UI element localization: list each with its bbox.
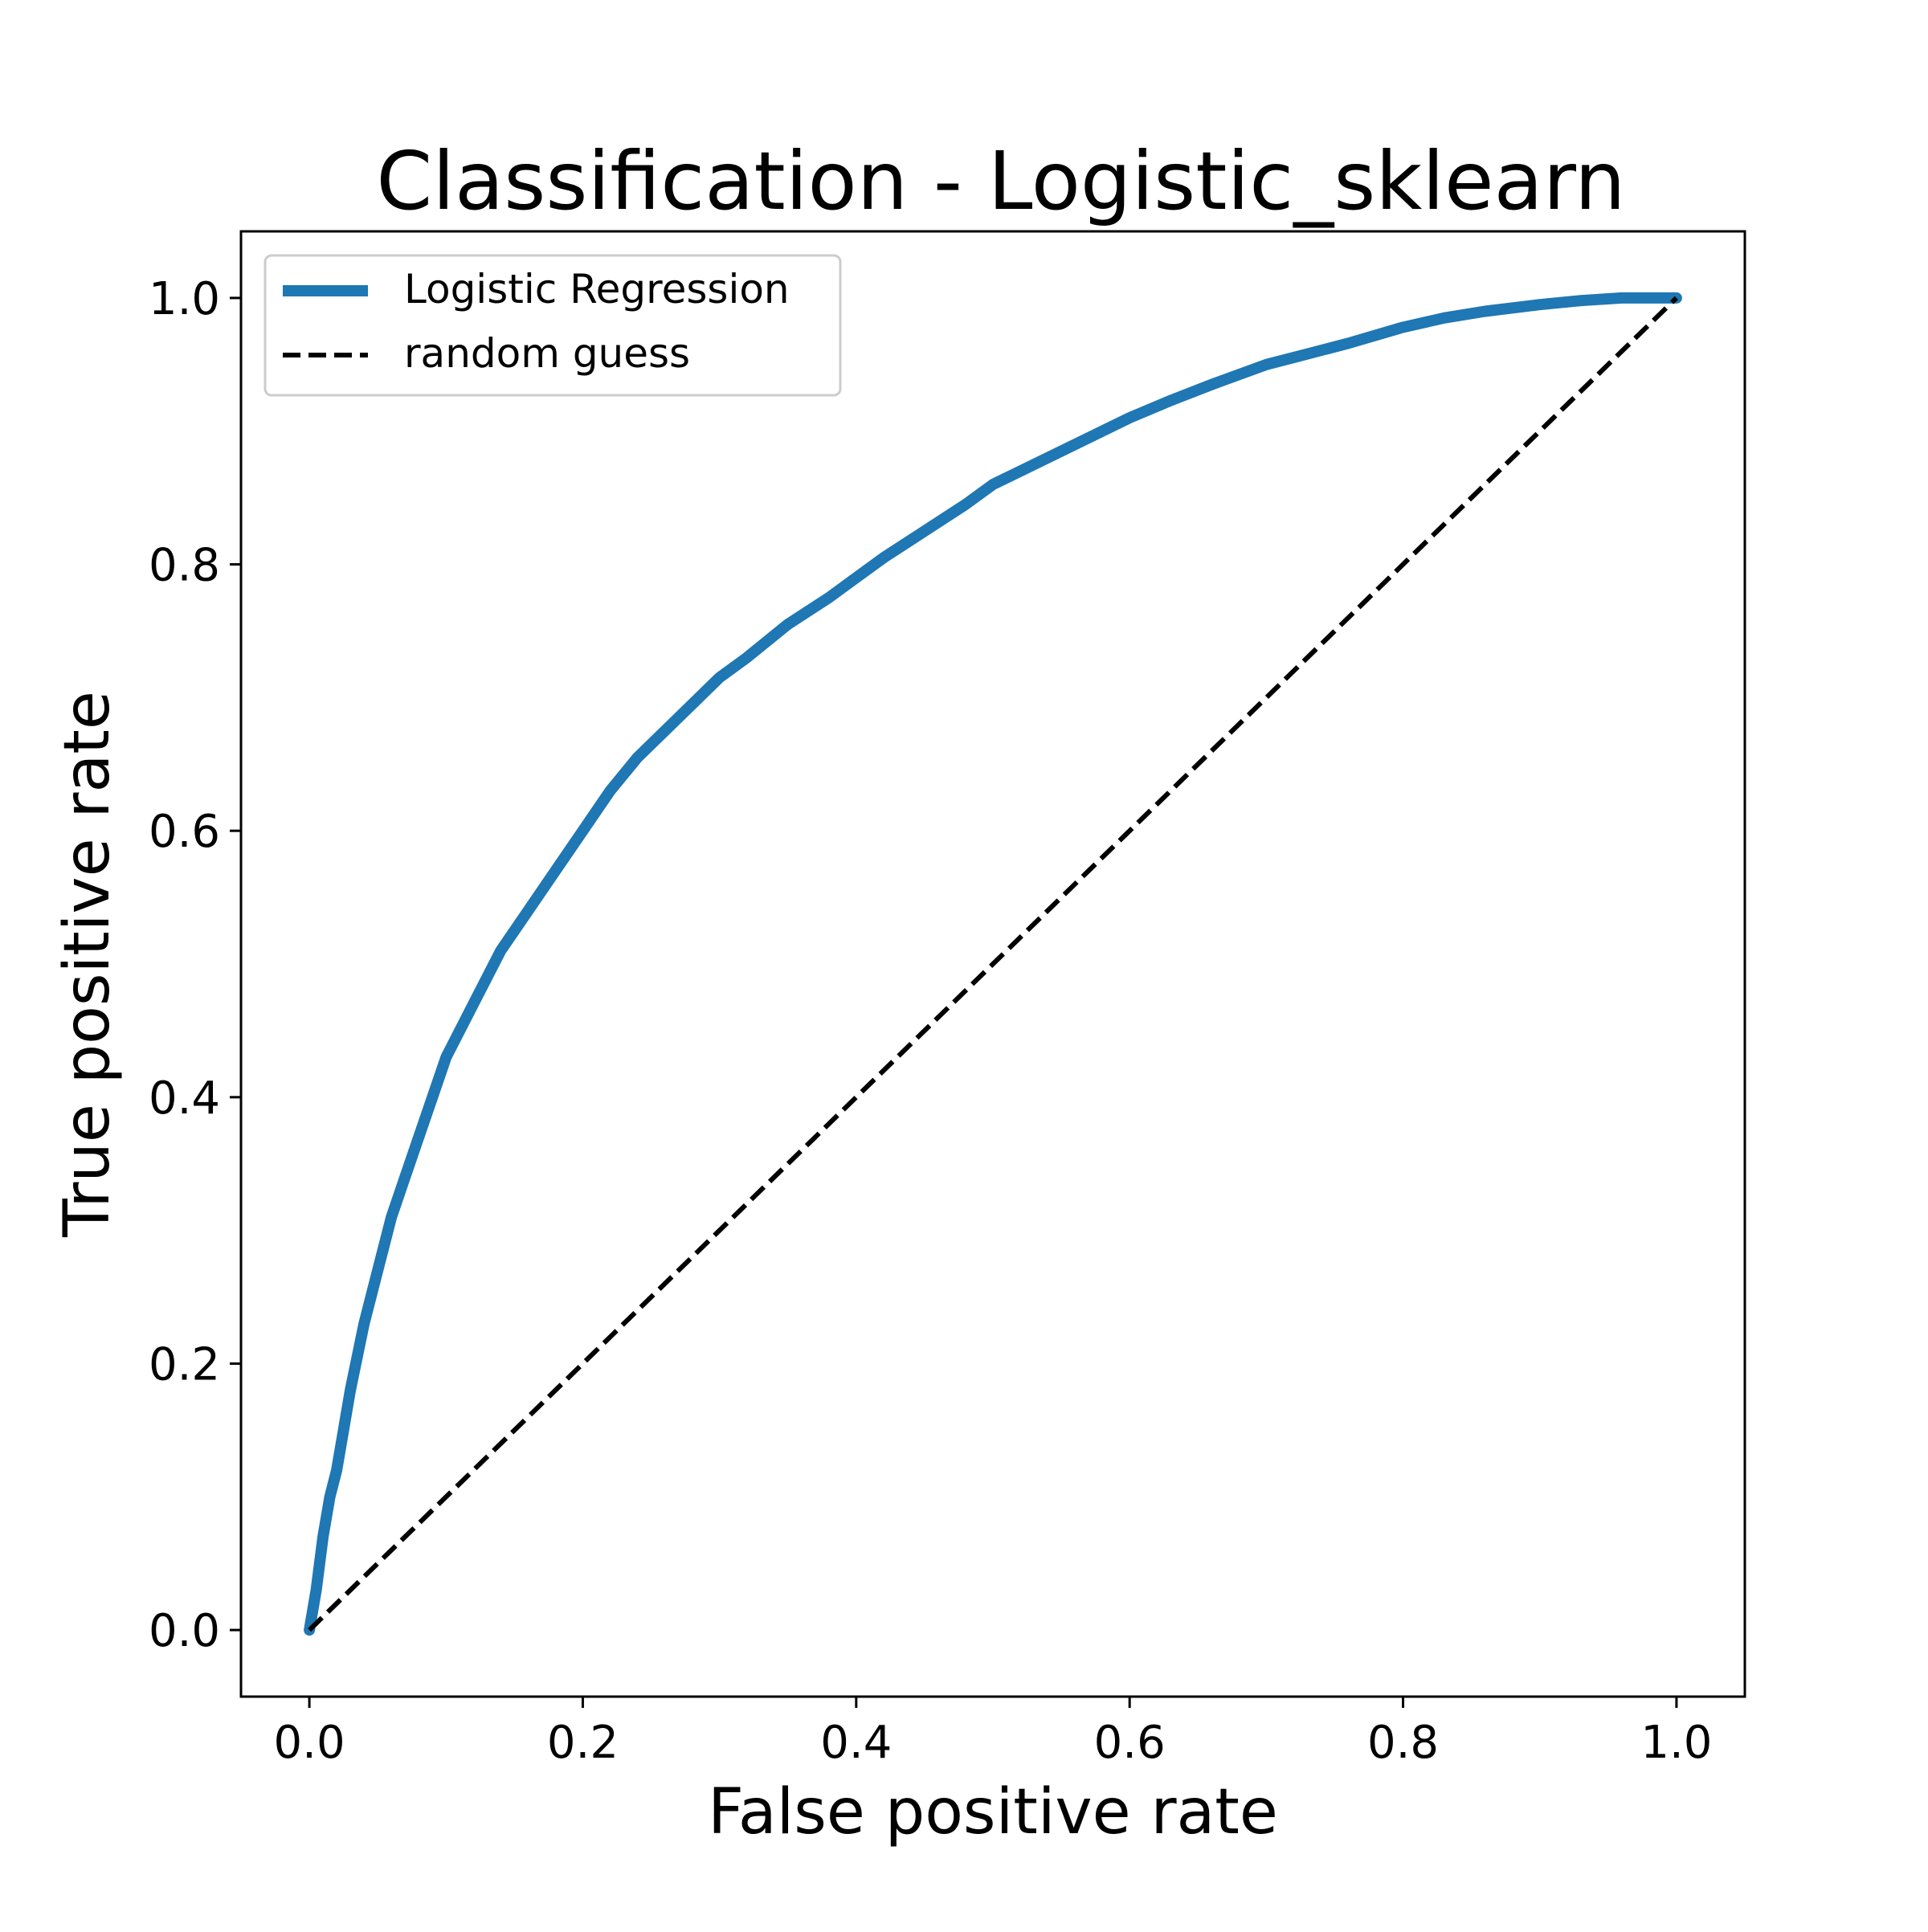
x-tick-label: 0.8 (1367, 1717, 1439, 1769)
x-axis-label: False positive rate (708, 1776, 1278, 1848)
roc-curve-logistic-regression (304, 292, 1682, 1636)
x-tick-label: 0.0 (274, 1717, 345, 1769)
random-guess-line (308, 296, 1678, 1632)
x-axis-ticks: 0.0 0.2 0.4 0.6 0.8 1.0 (274, 1697, 1712, 1769)
y-axis-label: True positive rate (51, 691, 124, 1238)
x-tick-label: 0.2 (547, 1717, 619, 1769)
legend: Logistic Regression random guess (263, 254, 842, 397)
x-tick-label: 1.0 (1640, 1717, 1712, 1769)
x-tick-label: 0.4 (820, 1717, 892, 1769)
y-tick-label: 0.6 (149, 806, 220, 858)
legend-frame (263, 254, 842, 397)
legend-label-logistic: Logistic Regression (404, 266, 790, 312)
y-tick-label: 1.0 (149, 273, 220, 325)
y-tick-label: 0.4 (149, 1072, 220, 1125)
x-tick-label: 0.6 (1094, 1717, 1166, 1769)
y-axis-ticks: 0.0 0.2 0.4 0.6 0.8 1.0 (149, 273, 241, 1657)
y-tick-label: 0.0 (149, 1605, 220, 1657)
series-layer (304, 292, 1682, 1636)
legend-label-random: random guess (404, 330, 690, 377)
y-tick-label: 0.8 (149, 540, 220, 592)
y-tick-label: 0.2 (149, 1338, 220, 1391)
chart-title: Classification - Logistic_sklearn (376, 134, 1625, 228)
